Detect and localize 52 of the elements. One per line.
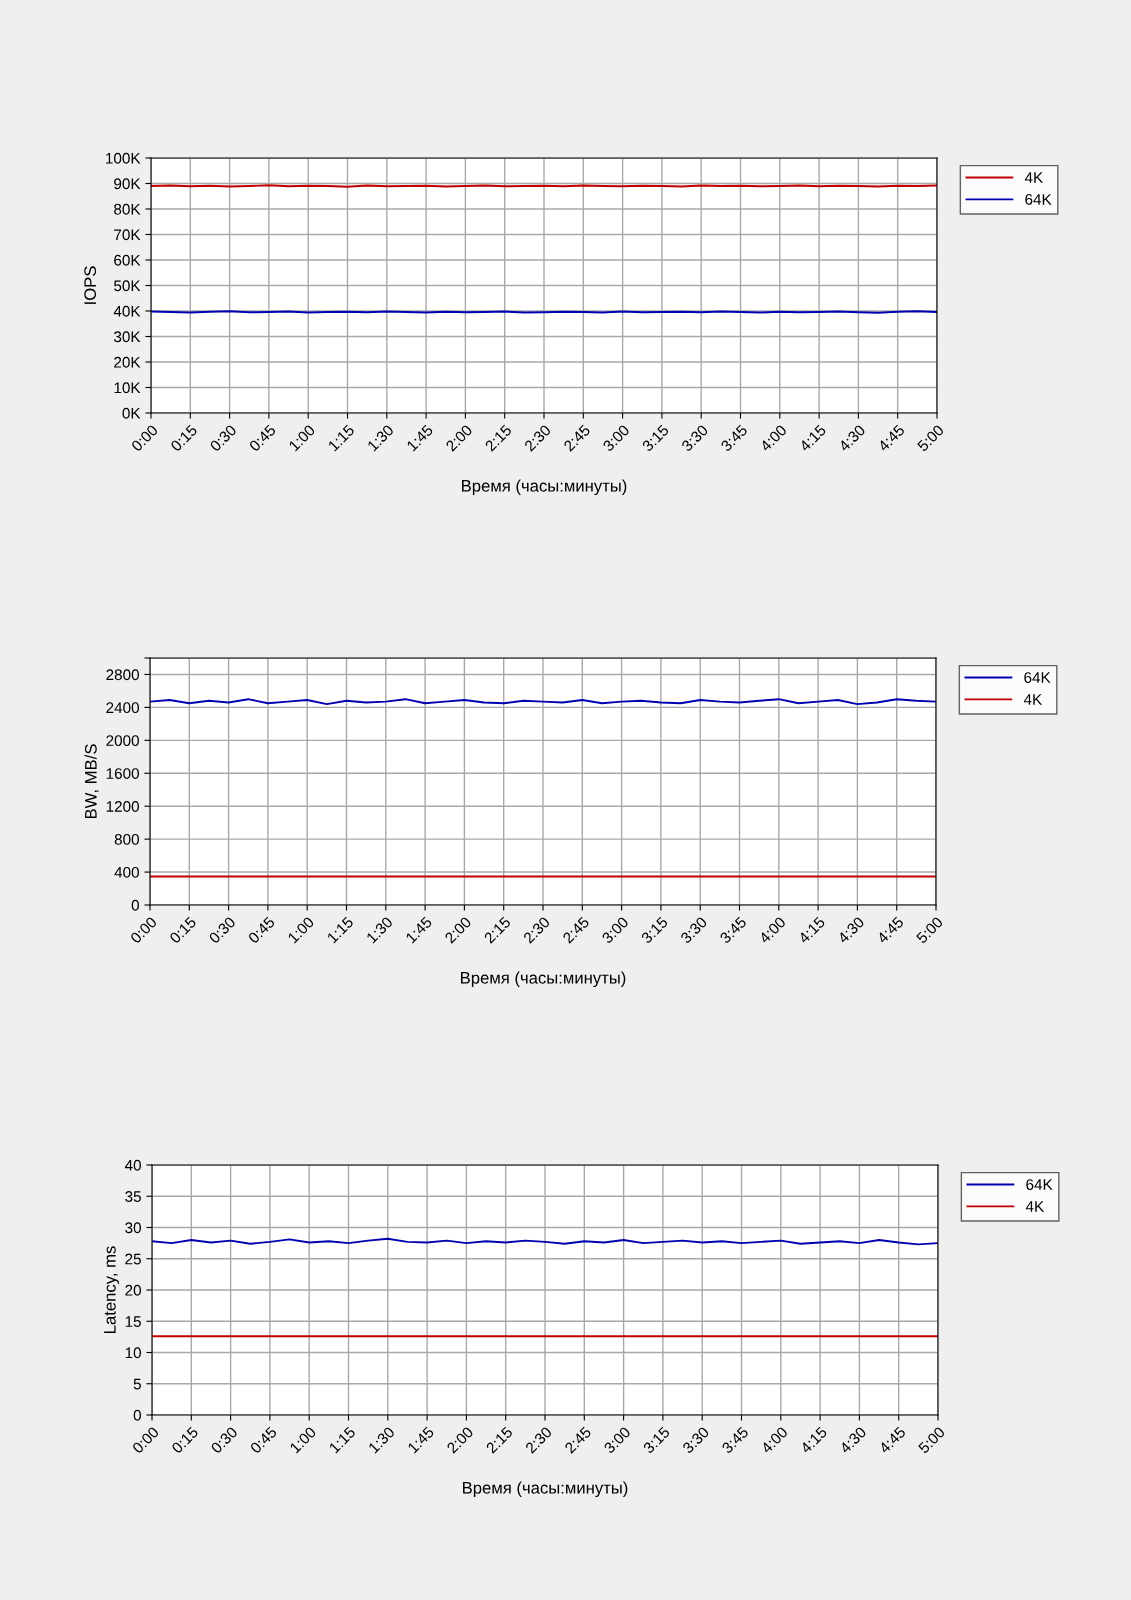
y-tick-label: 40 xyxy=(124,1159,141,1171)
y-tick-label: 50K xyxy=(114,280,141,292)
legend-label: 4K xyxy=(1023,694,1043,705)
x-tick-label: 4:30 xyxy=(838,1426,867,1455)
x-tick-label: 4:30 xyxy=(837,424,866,453)
y-tick-label: 30 xyxy=(125,1222,141,1234)
legend-label: 64K xyxy=(1024,672,1051,683)
x-axis-title: Время (часы:минуты) xyxy=(462,479,627,496)
y-tick-label: 10 xyxy=(125,1347,141,1359)
y-tick-label: 25 xyxy=(125,1253,141,1265)
y-tick-label: 2400 xyxy=(106,702,139,714)
y-tick-label: 0 xyxy=(133,1409,141,1421)
x-tick-label: 4:00 xyxy=(759,424,788,453)
x-tick-label: 4:45 xyxy=(877,424,906,453)
x-tick-label: 4:00 xyxy=(758,916,787,945)
y-tick-label: 1600 xyxy=(106,768,139,779)
x-tick-label: 4:15 xyxy=(797,916,826,945)
y-tick-label: 800 xyxy=(114,834,139,845)
x-axis-title: Время (часы:минуты) xyxy=(463,1481,628,1498)
x-tick-label: 4:30 xyxy=(836,916,865,945)
y-tick-label: 100K xyxy=(106,152,141,164)
y-tick-label: 30K xyxy=(113,331,141,343)
legend-label: 4K xyxy=(1024,172,1044,183)
y-tick-label: 1200 xyxy=(106,801,139,812)
y-tick-label: 2000 xyxy=(106,735,139,747)
x-tick-label: 4:45 xyxy=(878,1426,907,1455)
y-tick-label: 10K xyxy=(114,382,141,394)
y-tick-label: 70K xyxy=(114,229,141,241)
x-tick-label: 4:15 xyxy=(799,1426,828,1455)
y-tick-label: 15 xyxy=(125,1316,141,1327)
x-tick-label: 4:00 xyxy=(760,1426,789,1455)
y-tick-label: 35 xyxy=(125,1191,141,1202)
y-axis-title: Latency, ms xyxy=(104,1246,120,1333)
y-tick-label: 5 xyxy=(133,1378,141,1390)
x-axis-title: Время (часы:минуты) xyxy=(461,971,626,988)
y-axis-title: BW, MB/S xyxy=(84,744,99,819)
y-tick-label: 20K xyxy=(114,356,141,368)
legend-label: 64K xyxy=(1025,194,1052,205)
y-tick-label: 20 xyxy=(125,1284,141,1296)
legend-label: 4K xyxy=(1025,1201,1045,1212)
y-tick-label: 400 xyxy=(114,866,139,878)
y-tick-label: 2800 xyxy=(106,669,139,681)
y-tick-label: 80K xyxy=(114,203,141,215)
y-tick-label: 40K xyxy=(113,305,141,317)
y-axis-title: IOPS xyxy=(84,266,97,304)
y-tick-label: 90K xyxy=(114,178,141,190)
x-tick-label: 4:15 xyxy=(798,424,827,453)
y-tick-label: 60K xyxy=(114,254,141,266)
legend-label: 64K xyxy=(1026,1179,1053,1190)
y-tick-label: 0 xyxy=(131,899,139,911)
y-tick-label: 0K xyxy=(122,407,141,419)
x-tick-label: 4:45 xyxy=(876,916,905,945)
